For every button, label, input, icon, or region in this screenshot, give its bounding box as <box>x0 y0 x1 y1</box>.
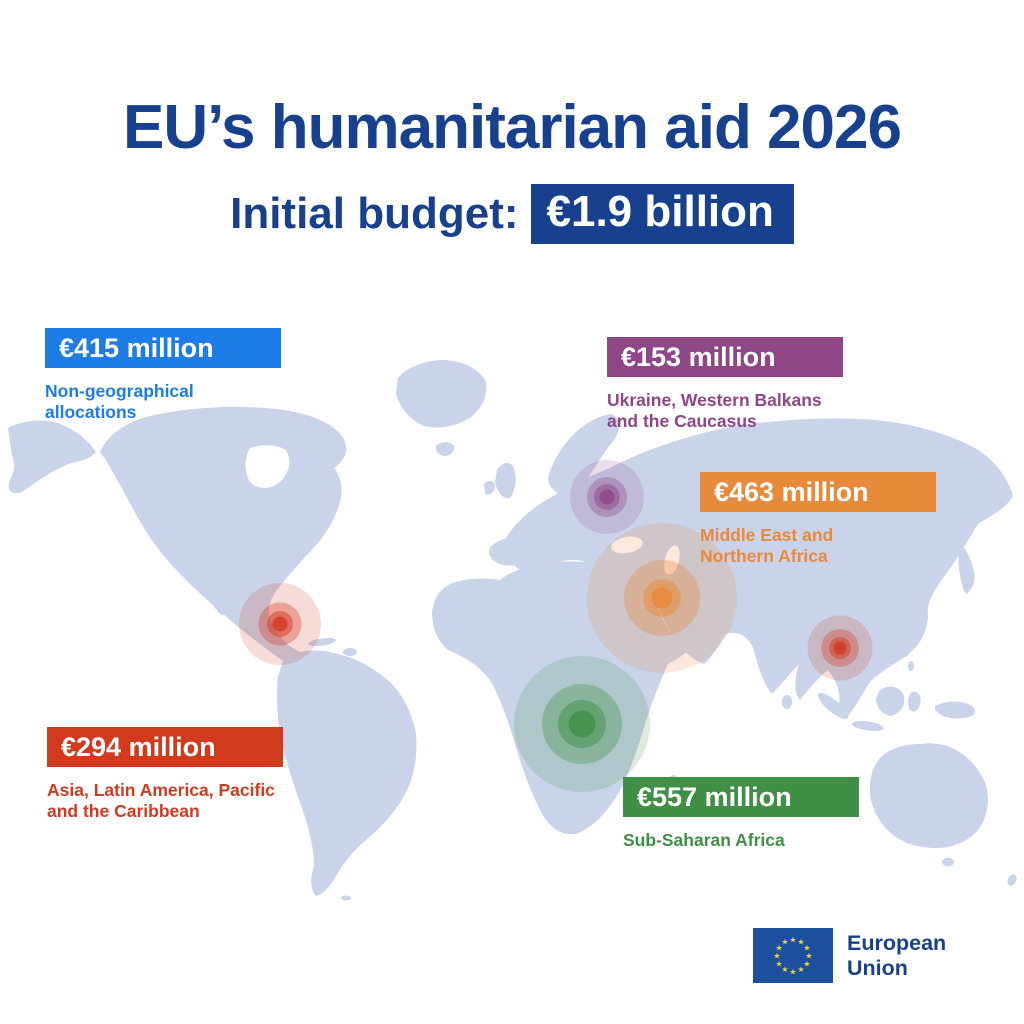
organization-name: European Union <box>847 930 947 980</box>
region-callout-ukraine-balkans-caucasus: €153 million Ukraine, Western Balkans an… <box>607 337 857 431</box>
svg-text:★: ★ <box>773 951 780 960</box>
subtitle: Initial budget: €1.9 billion <box>0 184 1024 245</box>
region-label: Asia, Latin America, Pacific and the Car… <box>47 780 275 821</box>
budget-badge: €1.9 billion <box>530 184 794 245</box>
region-callout-non-geographical: €415 million Non-geographical allocation… <box>45 328 281 422</box>
svg-text:★: ★ <box>781 965 788 974</box>
marker-core <box>568 710 596 738</box>
marker-core <box>272 616 288 632</box>
region-label: Non-geographical allocations <box>45 381 194 422</box>
marker-core <box>651 587 673 609</box>
svg-text:★: ★ <box>803 959 810 968</box>
subtitle-label: Initial budget: <box>230 189 519 239</box>
amount-badge: €153 million <box>607 337 843 377</box>
marker-core <box>833 641 847 655</box>
amount-badge: €294 million <box>47 727 283 767</box>
page-title: EU’s humanitarian aid 2026 <box>122 93 902 162</box>
amount-badge: €463 million <box>700 472 936 512</box>
amount-badge: €557 million <box>623 777 859 817</box>
region-callout-asia-latam-pacific-caribbean: €294 million Asia, Latin America, Pacifi… <box>47 727 292 821</box>
svg-text:★: ★ <box>803 943 810 952</box>
region-callout-middle-east-northern-africa: €463 million Middle East and Northern Af… <box>700 472 936 566</box>
region-label: Middle East and Northern Africa <box>700 525 834 566</box>
svg-text:★: ★ <box>781 937 788 946</box>
region-label: Sub-Saharan Africa <box>623 830 785 850</box>
svg-text:★: ★ <box>797 965 804 974</box>
region-callout-sub-saharan-africa: €557 million Sub-Saharan Africa <box>623 777 873 851</box>
svg-text:★: ★ <box>776 943 783 952</box>
amount-badge: €415 million <box>45 328 281 368</box>
region-label: Ukraine, Western Balkans and the Caucasu… <box>607 390 822 431</box>
marker-core <box>599 489 615 505</box>
svg-text:★: ★ <box>789 935 796 944</box>
svg-text:★: ★ <box>789 967 796 976</box>
eu-flag-icon: ★ ★★★★★★★★★★★ <box>753 928 833 983</box>
svg-text:★: ★ <box>805 951 812 960</box>
svg-text:★: ★ <box>797 937 804 946</box>
eu-attribution: ★ ★ ★ ★ ★ ★ ★ ★ ★ ★ ★ ★ European Union <box>753 928 957 983</box>
svg-text:★: ★ <box>776 959 783 968</box>
